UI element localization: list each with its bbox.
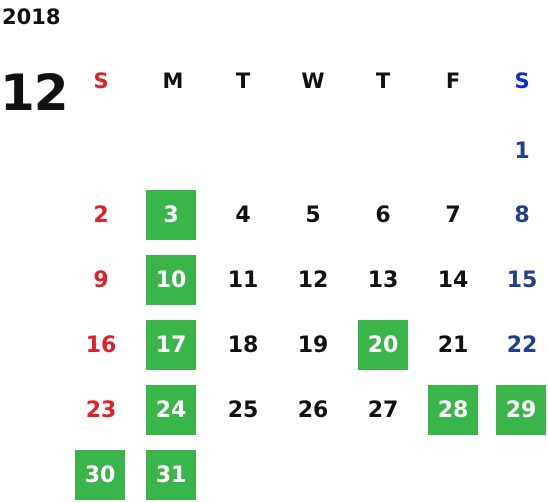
calendar-day-23[interactable]: 23 <box>85 397 117 423</box>
calendar-day-3[interactable]: 3 <box>146 190 196 240</box>
calendar-day-30[interactable]: 30 <box>75 450 125 500</box>
calendar-day-14[interactable]: 14 <box>437 267 469 293</box>
calendar-day-20[interactable]: 20 <box>358 320 408 370</box>
calendar-day-11[interactable]: 11 <box>227 267 259 293</box>
calendar-day-5[interactable]: 5 <box>305 202 321 228</box>
calendar-day-18[interactable]: 18 <box>227 332 259 358</box>
calendar-day-22[interactable]: 22 <box>506 332 538 358</box>
calendar-day-9[interactable]: 9 <box>93 267 109 293</box>
weekday-header-tue: T <box>235 69 251 93</box>
calendar-day-19[interactable]: 19 <box>297 332 329 358</box>
weekday-header-sat: S <box>514 69 530 93</box>
weekday-header-mon: M <box>162 69 184 93</box>
weekday-header-sun: S <box>93 69 109 93</box>
calendar-day-29[interactable]: 29 <box>496 385 546 435</box>
calendar-day-12[interactable]: 12 <box>297 267 329 293</box>
calendar-day-13[interactable]: 13 <box>367 267 399 293</box>
year-label: 2018 <box>2 5 61 29</box>
month-number: 12 <box>0 64 69 122</box>
calendar-day-17[interactable]: 17 <box>146 320 196 370</box>
calendar-day-16[interactable]: 16 <box>85 332 117 358</box>
calendar-day-28[interactable]: 28 <box>428 385 478 435</box>
calendar-day-24[interactable]: 24 <box>146 385 196 435</box>
calendar-day-15[interactable]: 15 <box>506 267 538 293</box>
calendar-day-1[interactable]: 1 <box>514 138 530 164</box>
calendar-day-27[interactable]: 27 <box>367 397 399 423</box>
calendar-day-10[interactable]: 10 <box>146 255 196 305</box>
calendar-day-6[interactable]: 6 <box>375 202 391 228</box>
calendar-day-8[interactable]: 8 <box>514 202 530 228</box>
calendar-day-26[interactable]: 26 <box>297 397 329 423</box>
calendar-day-4[interactable]: 4 <box>235 202 251 228</box>
weekday-header-wed: W <box>301 69 325 93</box>
weekday-header-thu: T <box>375 69 391 93</box>
calendar-day-31[interactable]: 31 <box>146 450 196 500</box>
calendar-day-7[interactable]: 7 <box>445 202 461 228</box>
calendar-day-25[interactable]: 25 <box>227 397 259 423</box>
weekday-header-fri: F <box>445 69 461 93</box>
calendar-day-2[interactable]: 2 <box>93 202 109 228</box>
calendar-day-21[interactable]: 21 <box>437 332 469 358</box>
